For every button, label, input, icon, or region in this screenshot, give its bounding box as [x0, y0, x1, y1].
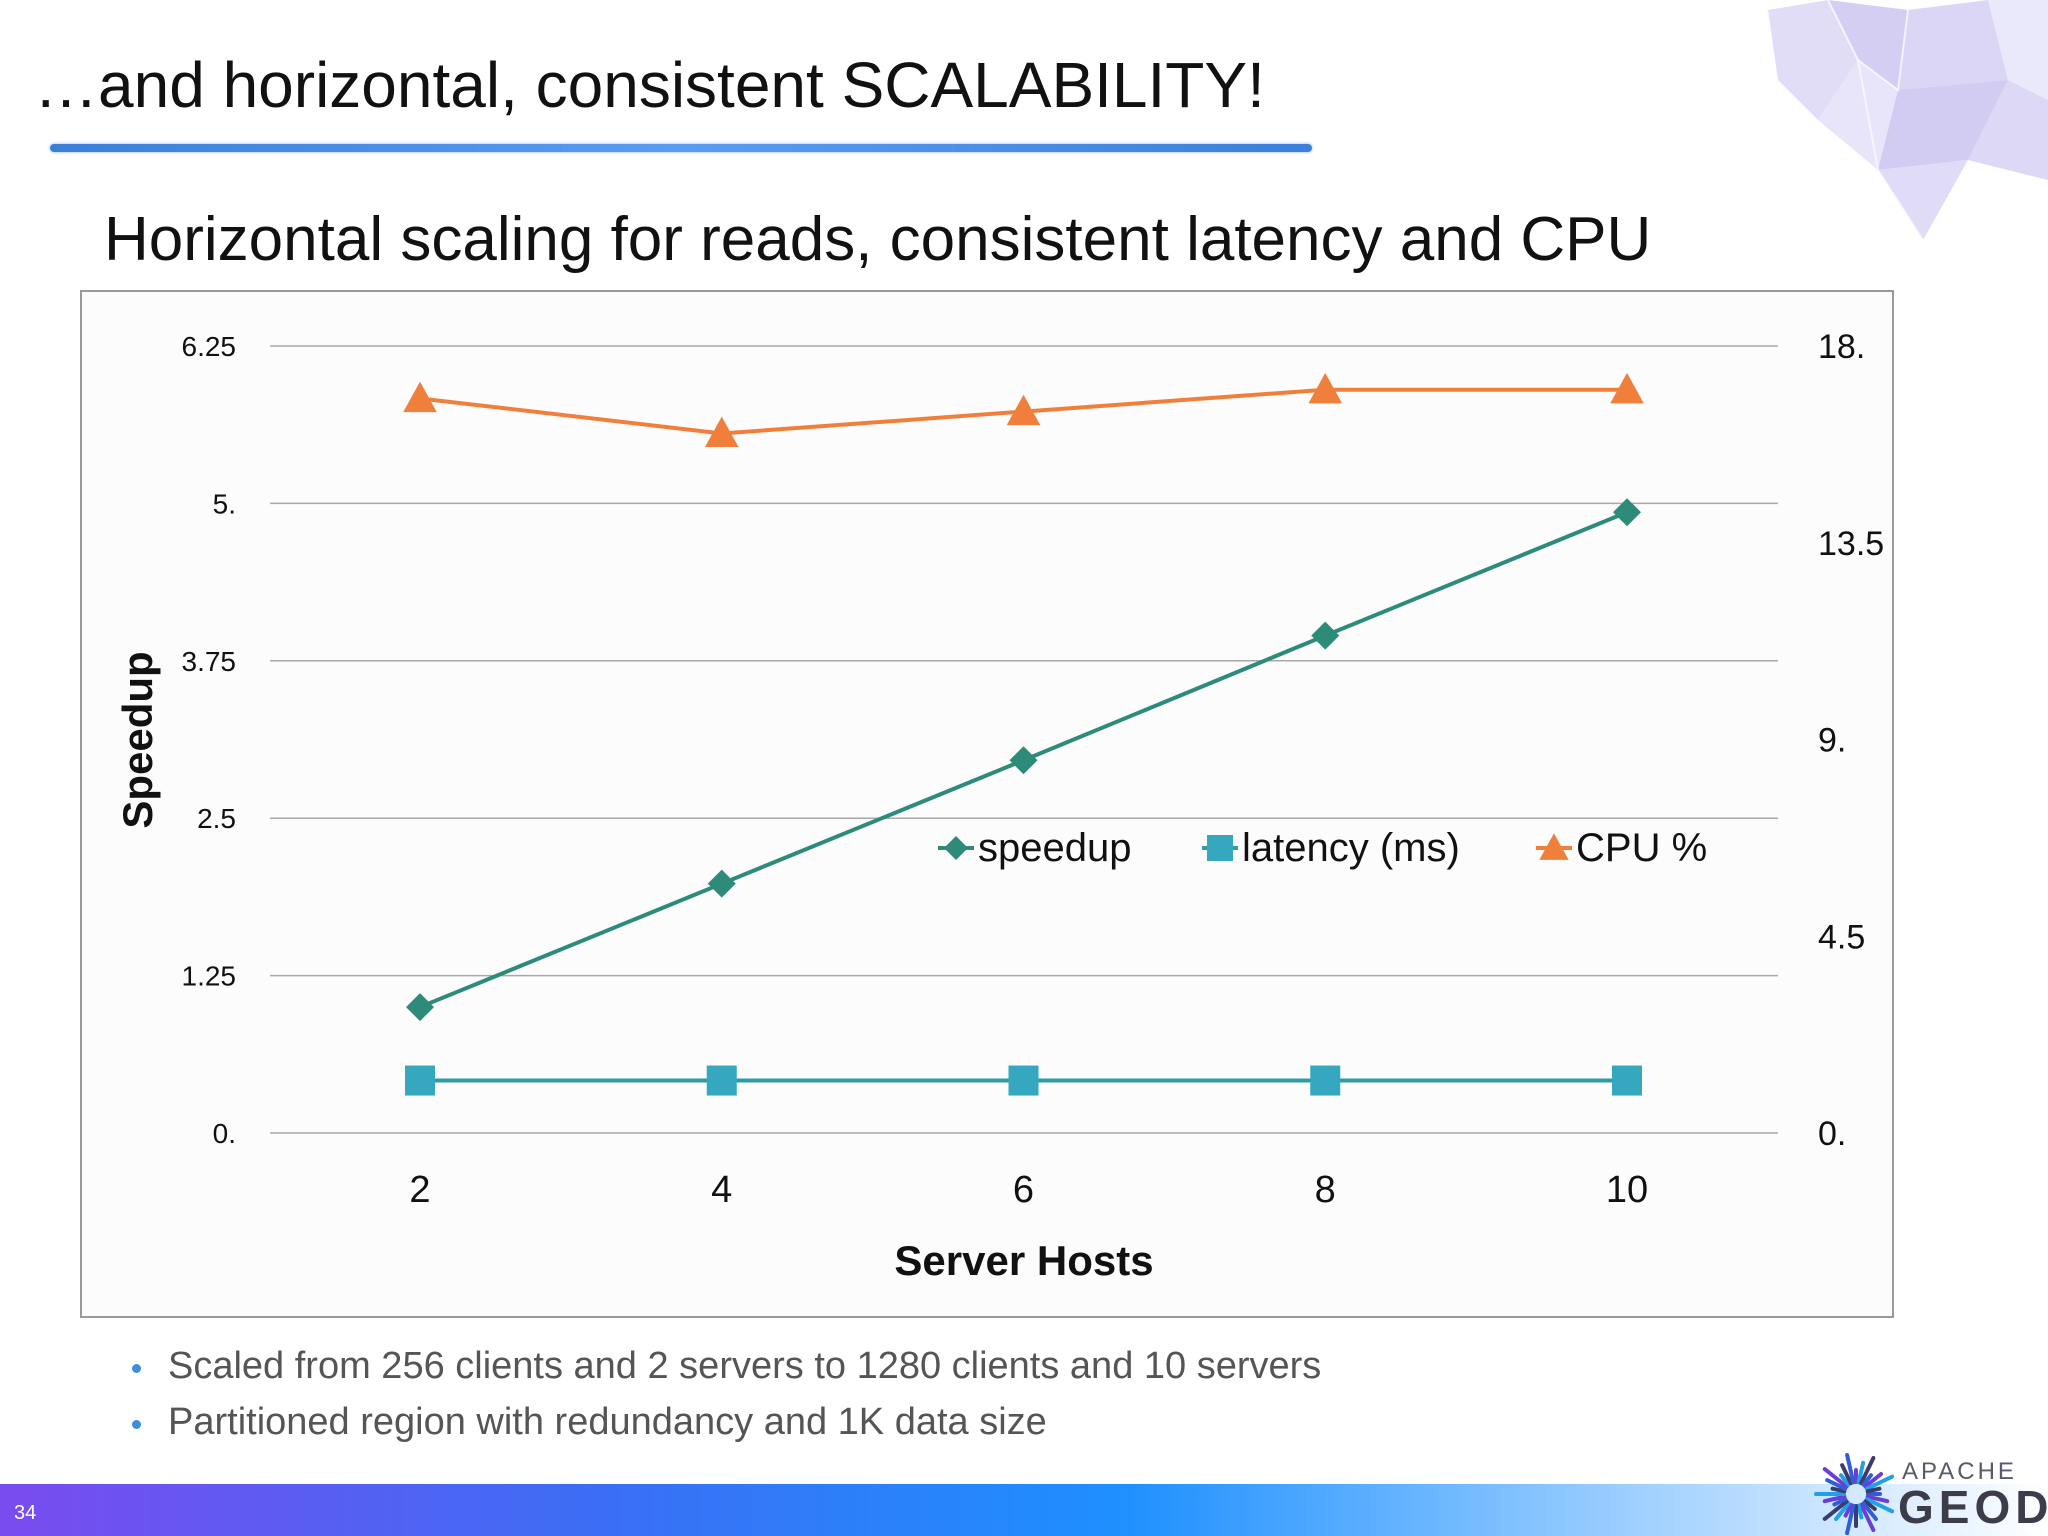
y2-tick-label: 4.5 [1818, 918, 1865, 956]
y-axis-title: Speedup [114, 651, 161, 828]
data-point-diamond [1613, 498, 1641, 527]
y-tick-label: 6.25 [182, 331, 237, 362]
legend-marker-diamond [944, 836, 968, 860]
data-point-triangle [704, 416, 739, 448]
page-number: 34 [14, 1502, 37, 1524]
bullet-item: Partitioned region with redundancy and 1… [128, 1400, 1321, 1444]
y-tick-label: 0. [213, 1118, 236, 1149]
logo-ray [1822, 1499, 1849, 1521]
logo-ray [1856, 1460, 1866, 1485]
legend-label: CPU % [1576, 826, 1707, 870]
logo-ray [1864, 1474, 1895, 1491]
logo-ray [1865, 1486, 1882, 1494]
y-tick-label: 1.25 [182, 961, 237, 992]
title-underline [50, 144, 1312, 152]
logo-ray [1859, 1455, 1876, 1486]
x-axis-title: Server Hosts [894, 1237, 1153, 1284]
legend-marker-triangle [1539, 833, 1569, 860]
data-point-square [1612, 1065, 1642, 1096]
x-tick-label: 4 [711, 1169, 732, 1211]
data-point-diamond [707, 869, 736, 898]
data-point-square [1310, 1065, 1341, 1096]
logo-ray [1861, 1501, 1878, 1522]
chart-frame [80, 290, 1894, 1318]
logo-ray [1840, 1463, 1853, 1486]
logo-apache-text: APACHE [1902, 1458, 2017, 1485]
data-point-diamond [1311, 621, 1340, 650]
legend-label: speedup [978, 826, 1131, 870]
chart-title: Horizontal scaling for reads, consistent… [104, 205, 1652, 274]
data-point-triangle [403, 381, 437, 413]
data-point-triangle [1610, 372, 1644, 404]
x-tick-label: 6 [1013, 1169, 1034, 1211]
bullet-text: Partitioned region with redundancy and 1… [168, 1401, 1047, 1443]
y-tick-label: 2.5 [197, 803, 236, 834]
x-tick-label: 8 [1315, 1169, 1336, 1211]
data-point-triangle [1006, 394, 1041, 426]
logo-ray [1863, 1472, 1884, 1489]
y2-tick-label: 18. [1818, 328, 1865, 366]
y-tick-label: 5. [213, 488, 236, 519]
logo-ray [1822, 1467, 1849, 1489]
geode-logo-icon [1814, 1453, 1895, 1535]
bullet-item: Scaled from 256 clients and 2 servers to… [128, 1344, 1321, 1388]
legend-marker-square [1207, 835, 1233, 861]
legend-label: latency (ms) [1242, 826, 1460, 870]
y2-tick-label: 0. [1818, 1115, 1846, 1153]
data-point-square [405, 1065, 435, 1096]
logo-ray [1864, 1497, 1895, 1514]
footer-bar [0, 1484, 2048, 1536]
logo-ray [1822, 1494, 1847, 1504]
logo-ray [1865, 1494, 1890, 1504]
data-point-diamond [1009, 746, 1038, 775]
slide-title: …and horizontal, consistent SCALABILITY! [34, 49, 1265, 121]
y2-tick-label: 13.5 [1818, 525, 1884, 563]
logo-ray [1839, 1473, 1851, 1487]
logo-ray [1856, 1503, 1864, 1520]
bullet-dot-icon [132, 1420, 141, 1429]
x-tick-label: 10 [1606, 1169, 1648, 1211]
logo-ray [1843, 1502, 1853, 1518]
y-tick-label: 3.75 [182, 646, 237, 677]
logo-ray [1861, 1473, 1873, 1487]
logo-ray [1832, 1497, 1848, 1507]
data-point-diamond [406, 993, 434, 1022]
bullet-text: Scaled from 256 clients and 2 servers to… [168, 1345, 1322, 1387]
data-point-square [1008, 1065, 1039, 1096]
logo-ray [1825, 1478, 1848, 1491]
bullet-list: Scaled from 256 clients and 2 servers to… [128, 1344, 1321, 1456]
y2-tick-label: 9. [1818, 722, 1846, 760]
logo-ray [1830, 1486, 1847, 1494]
x-tick-label: 2 [409, 1169, 430, 1211]
logo-ray [1863, 1499, 1877, 1511]
logo-ray [1859, 1502, 1876, 1533]
logo-ray [1845, 1453, 1856, 1485]
data-point-square [706, 1065, 737, 1096]
logo-ray [1834, 1501, 1851, 1522]
logo-geode-text: GEODE [1898, 1481, 2048, 1533]
data-point-triangle [1308, 372, 1343, 404]
crystal-decoration [1768, 0, 2048, 241]
bullet-dot-icon [132, 1364, 141, 1373]
logo-ray [1845, 1503, 1856, 1535]
